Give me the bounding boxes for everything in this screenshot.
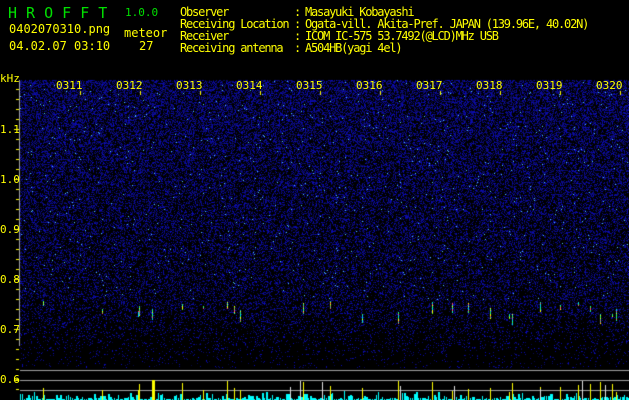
time-label: 0318 — [476, 79, 503, 92]
meteor-label: meteor — [124, 26, 168, 40]
time-label: 0314 — [236, 79, 263, 92]
time-label: 0320 — [596, 79, 623, 92]
info-value: ICOM IC-575 53.7492(@LCD)MHz USB — [305, 29, 499, 43]
file-name: 0402070310.png — [9, 22, 111, 36]
time-label: 0319 — [536, 79, 563, 92]
y-tick-label: 0.8 — [0, 273, 20, 286]
time-label: 0315 — [296, 79, 323, 92]
time-label: 0311 — [56, 79, 83, 92]
info-label: Observer — [180, 5, 229, 19]
time-label: 0317 — [416, 79, 443, 92]
info-label: Receiver — [180, 29, 229, 43]
time-label: 0316 — [356, 79, 383, 92]
info-colon: : — [294, 29, 302, 43]
y-tick-label: 1.1 — [0, 123, 20, 136]
y-tick-label: 0.6 — [0, 373, 20, 386]
y-tick-label: 0.9 — [0, 223, 20, 236]
time-label: 0313 — [176, 79, 203, 92]
info-value: Masayuki Kobayashi — [305, 5, 415, 19]
info-label: Receiving antenna — [180, 41, 284, 55]
meteor-count: 27 — [139, 39, 154, 53]
info-value: A504HB(yagi 4el) — [305, 41, 403, 55]
info-colon: : — [294, 41, 302, 55]
info-label: Receiving Location — [180, 17, 290, 31]
info-colon: : — [294, 5, 302, 19]
unit-label: kHz — [0, 72, 20, 85]
y-tick-label: 0.7 — [0, 323, 20, 336]
file-datetime: 04.02.07 03:10 — [9, 39, 111, 53]
info-value: Ogata-vill. Akita-Pref. JAPAN (139.96E, … — [305, 17, 589, 31]
time-label: 0312 — [116, 79, 143, 92]
info-colon: : — [294, 17, 302, 31]
y-tick-label: 1.0 — [0, 173, 20, 186]
app-title: H R O F F T — [8, 4, 108, 22]
app-version: 1.0.0 — [125, 6, 159, 19]
